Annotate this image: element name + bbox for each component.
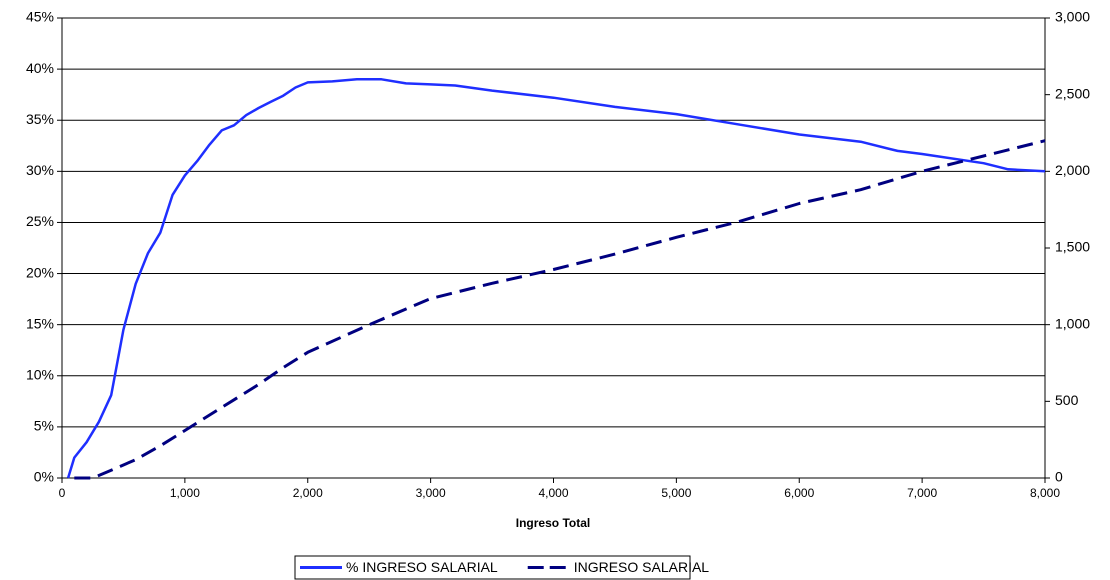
legend-box [294,555,691,580]
x-axis-title: Ingreso Total [516,516,590,530]
y2-tick-label: 1,000 [1055,315,1090,331]
x-tick-label: 8,000 [1030,486,1060,500]
y-tick-label: 35% [26,111,54,127]
legend-label: INGRESO SALARIAL [574,559,710,575]
y-tick-label: 25% [26,213,54,229]
x-tick-label: 0 [59,486,66,500]
y-tick-label: 30% [26,162,54,178]
plot-frame [61,17,1046,479]
x-tick-label: 7,000 [907,486,937,500]
x-tick-label: 4,000 [538,486,568,500]
y2-tick-label: 500 [1055,392,1079,408]
x-tick-label: 6,000 [784,486,814,500]
y2-tick-label: 2,500 [1055,85,1090,101]
y-tick-label: 45% [26,9,54,25]
y-tick-label: 5% [34,418,54,434]
series-line [74,139,1046,480]
y-tick-label: 20% [26,264,54,280]
y2-tick-label: 1,500 [1055,239,1090,255]
x-tick-label: 1,000 [170,486,200,500]
y-tick-label: 0% [34,469,54,485]
y-tick-label: 10% [26,366,54,382]
y-tick-label: 15% [26,315,54,331]
y2-tick-label: 2,000 [1055,162,1090,178]
y-tick-label: 40% [26,60,54,76]
y2-tick-label: 3,000 [1055,9,1090,25]
x-tick-label: 2,000 [293,486,323,500]
x-tick-label: 5,000 [661,486,691,500]
x-tick-label: 3,000 [416,486,446,500]
legend-label: % INGRESO SALARIAL [346,559,498,575]
series-line [66,78,1046,479]
y2-tick-label: 0 [1055,469,1063,485]
